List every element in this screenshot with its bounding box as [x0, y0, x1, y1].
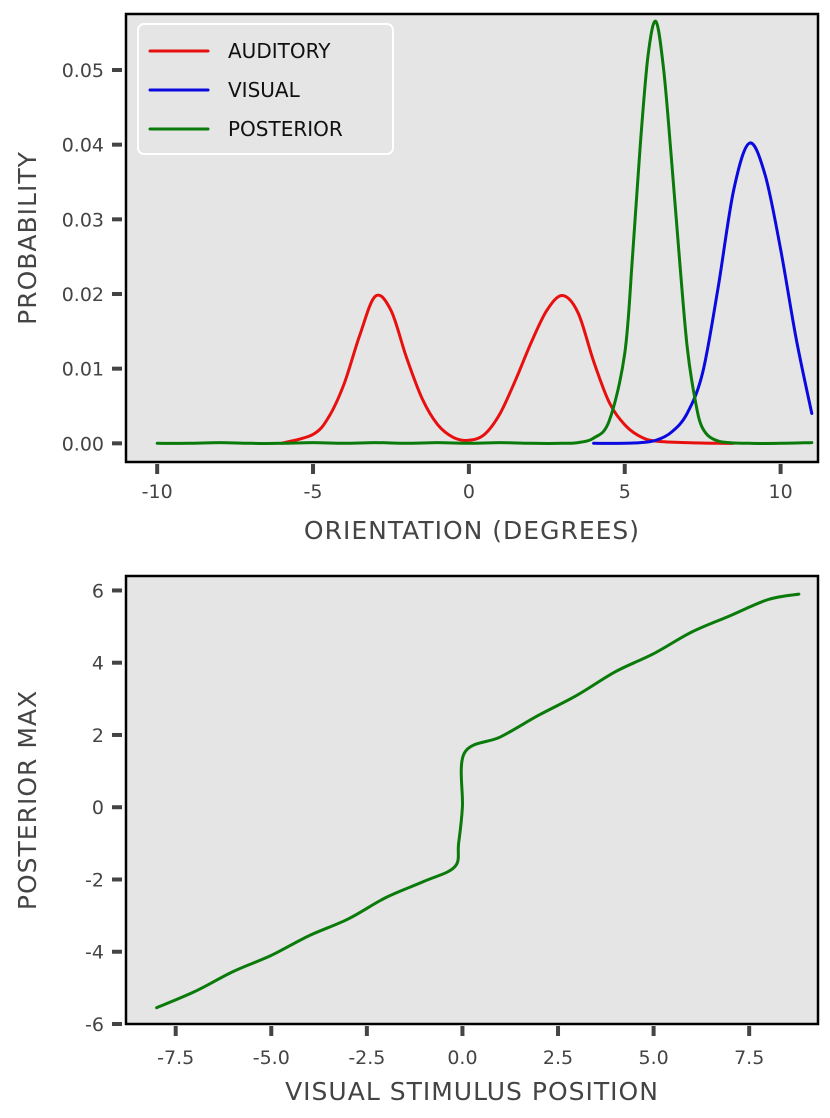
- x-tick-label: 7.5: [734, 1047, 764, 1069]
- legend-label: VISUAL: [228, 78, 301, 102]
- x-tick-label: 0.0: [447, 1047, 477, 1069]
- y-tick-label: 0.05: [62, 60, 104, 82]
- y-tick-label: 0.02: [62, 284, 104, 306]
- probability-chart: -10 -5 0 5 10 0.00 0.01 0.02 0.03 0.04 0.05 ORIENTA…: [13, 12, 820, 545]
- x-tick-label: 5.0: [638, 1047, 668, 1069]
- y-tick-label: -4: [85, 942, 104, 964]
- series-line-posterior-max: [155, 592, 801, 1010]
- legend-label: AUDITORY: [228, 39, 331, 63]
- series-line-auditory: [280, 293, 736, 445]
- y-tick-label: 0.01: [62, 359, 104, 381]
- plot-area: [124, 574, 820, 1026]
- x-tick-label: -5: [304, 481, 323, 503]
- y-axis-label: PROBABILITY: [13, 151, 42, 325]
- y-tick-label: -6: [85, 1014, 104, 1036]
- y-axis-label: POSTERIOR MAX: [13, 690, 42, 910]
- x-tick-label: -2.5: [348, 1047, 385, 1069]
- x-tick-label: 5: [619, 481, 631, 503]
- series-line-posterior: [155, 19, 814, 446]
- posterior-max-chart: -7.5 -5.0 -2.5 0.0 2.5 5.0 7.5 -6 -4 -2 0 2 4 6 VISUAL…: [13, 574, 820, 1106]
- legend-box: [137, 23, 394, 155]
- legend-label: POSTERIOR: [228, 117, 343, 141]
- x-tick-label: 0: [463, 481, 475, 503]
- x-tick-label: -5.0: [253, 1047, 290, 1069]
- x-tick-label: -7.5: [157, 1047, 194, 1069]
- x-axis-label: ORIENTATION (DEGREES): [304, 516, 640, 545]
- x-tick-label: 10: [769, 481, 793, 503]
- x-tick-label: 2.5: [543, 1047, 573, 1069]
- y-tick-label: 6: [92, 580, 104, 602]
- y-tick-label: 2: [92, 725, 104, 747]
- y-tick-label: -2: [85, 869, 104, 891]
- legend: AUDITORY VISUAL POSTERIOR: [137, 23, 394, 155]
- y-tick-label: 0.03: [62, 209, 104, 231]
- x-tick-label: -10: [142, 481, 173, 503]
- y-tick-label: 0: [92, 797, 104, 819]
- series-line-visual: [592, 141, 814, 445]
- x-axis-label: VISUAL STIMULUS POSITION: [285, 1077, 659, 1106]
- y-tick-label: 0.04: [62, 135, 104, 157]
- y-tick-label: 0.00: [62, 433, 104, 455]
- y-tick-label: 4: [92, 653, 104, 675]
